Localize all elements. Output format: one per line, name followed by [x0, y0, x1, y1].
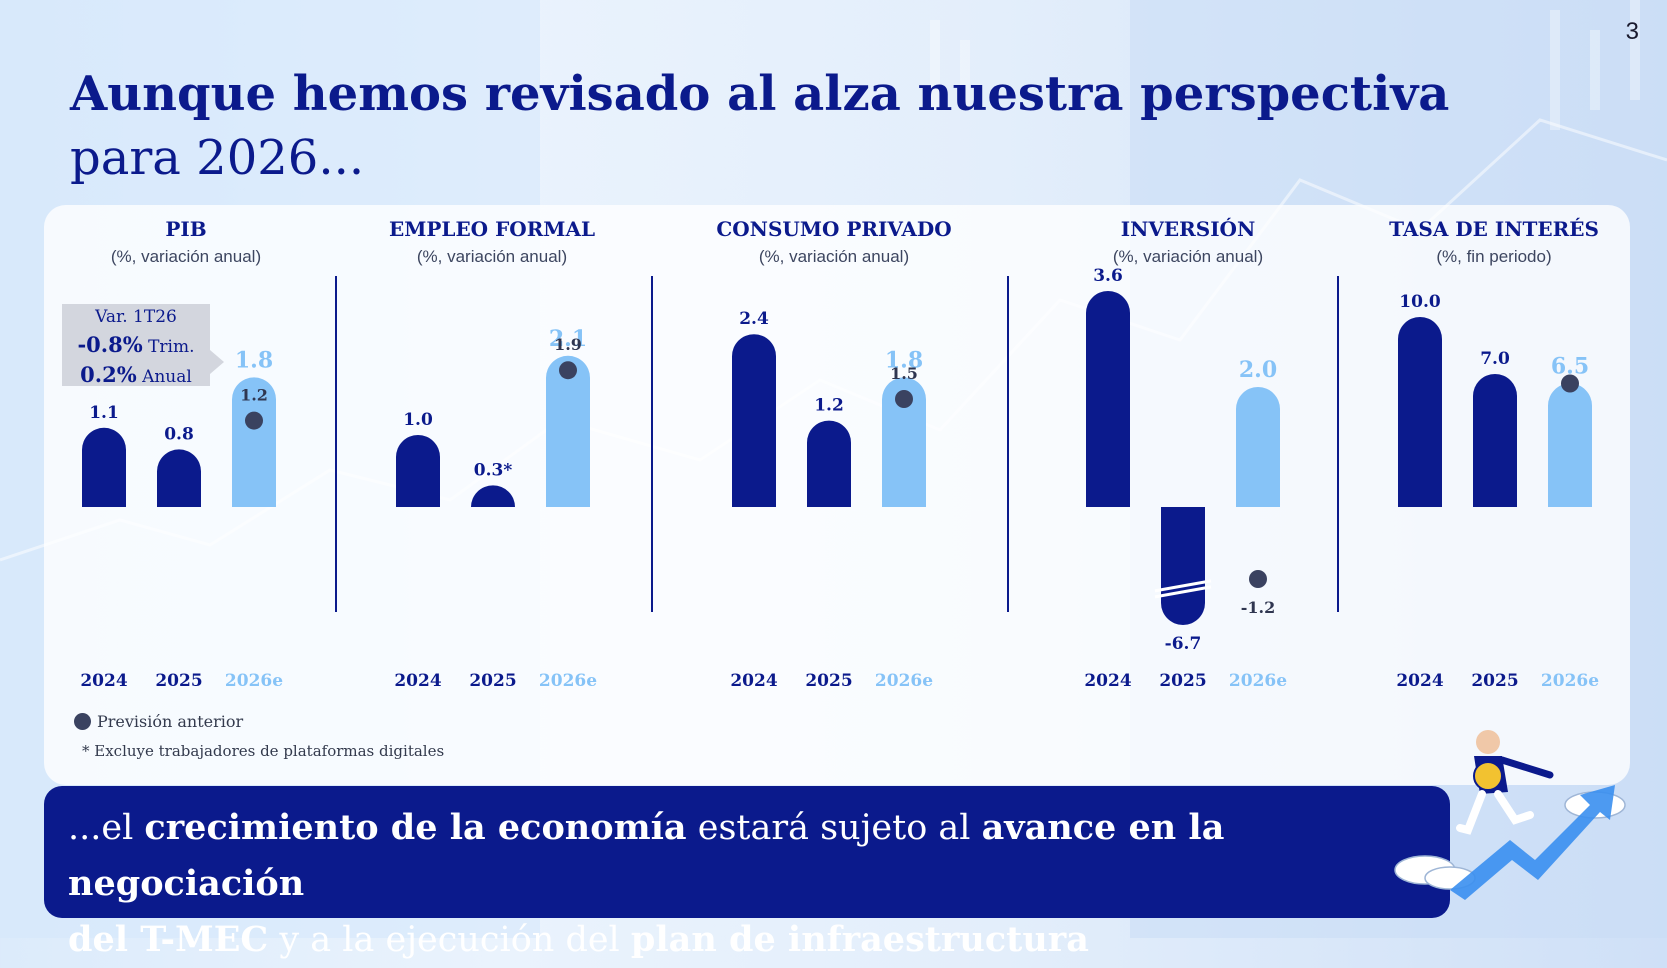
- charts-area: PIB (%, variación anual) 1.1 2024 0.8 2025 1.8…: [80, 216, 1599, 691]
- previous-forecast-dot: [1561, 374, 1579, 393]
- banner-text-2: estará sujeto al: [686, 808, 982, 848]
- banner-text-3: y a la ejecución del: [268, 920, 631, 960]
- tick-label: 2025: [805, 671, 852, 691]
- tick-label: 2024: [80, 671, 127, 691]
- legend: Previsión anterior: [74, 712, 243, 731]
- bar: [882, 377, 926, 507]
- tick-label: 2025: [469, 671, 516, 691]
- tick-label: 2026e: [225, 671, 283, 691]
- legend-label: Previsión anterior: [97, 712, 244, 731]
- data-label: 1.2: [814, 396, 844, 416]
- bar: [232, 377, 276, 507]
- tick-label: 2024: [1084, 671, 1131, 691]
- tick-label: 2024: [1396, 671, 1443, 691]
- previous-forecast-dot-icon: [74, 713, 91, 730]
- chart-title: TASA DE INTERÉS: [1389, 217, 1599, 241]
- callout-line1: Var. 1T26: [95, 307, 177, 327]
- axis-break-mark: [1154, 579, 1212, 593]
- previous-forecast-label: 1.2: [240, 386, 268, 405]
- callout-quarterly-value: -0.8%: [77, 332, 143, 357]
- axis-break-mark: [1154, 585, 1212, 599]
- callout-annual-label: Anual: [136, 367, 192, 387]
- tick-label: 2025: [1159, 671, 1206, 691]
- bar: [157, 449, 201, 507]
- bar: [1086, 291, 1130, 507]
- chart-title: CONSUMO PRIVADO: [716, 217, 951, 241]
- page-title-line1: Aunque hemos revisado al alza nuestra pe…: [70, 66, 1450, 122]
- data-label: 1.8: [885, 347, 923, 373]
- conclusion-banner: ...el crecimiento de la economía estará …: [44, 786, 1450, 960]
- data-label: 0.8: [164, 424, 194, 444]
- data-label: -6.7: [1165, 634, 1202, 654]
- bar: [1398, 317, 1442, 507]
- page-number: 3: [1625, 18, 1639, 45]
- tick-label: 2025: [155, 671, 202, 691]
- data-label: 0.3*: [474, 460, 513, 480]
- bar: [807, 420, 851, 507]
- bar: [396, 435, 440, 507]
- chart-title: PIB: [165, 217, 206, 241]
- person-icon: [1456, 730, 1554, 835]
- previous-forecast-label: -1.2: [1241, 598, 1275, 617]
- bar: [471, 485, 515, 507]
- previous-forecast-label: 1.5: [890, 364, 918, 383]
- banner-bold-1: crecimiento de la economía: [144, 807, 687, 848]
- chart-subtitle: (%, variación anual): [111, 247, 261, 266]
- quarterly-variation-callout: Var. 1T26 -0.8% Trim. 0.2% Anual: [62, 304, 224, 387]
- banner-bold-4: plan de infraestructura: [630, 919, 1089, 960]
- previous-forecast-dot: [1249, 570, 1267, 588]
- chart-title: EMPLEO FORMAL: [389, 217, 595, 241]
- data-label: 2.4: [739, 309, 769, 329]
- callout-annual-value: 0.2%: [80, 362, 137, 387]
- tick-label: 2024: [394, 671, 441, 691]
- previous-forecast-dot: [245, 411, 263, 430]
- data-label: 3.6: [1093, 266, 1123, 286]
- callout-quarterly-label: Trim.: [142, 337, 195, 357]
- chart-subtitle: (%, variación anual): [1113, 247, 1263, 266]
- tick-label: 2026e: [1541, 671, 1599, 691]
- tick-label: 2026e: [1229, 671, 1287, 691]
- data-label: 1.8: [235, 347, 273, 373]
- bar: [1236, 387, 1280, 507]
- tick-label: 2024: [730, 671, 777, 691]
- banner-text-1: ...el: [68, 808, 145, 848]
- chart-subtitle: (%, variación anual): [417, 247, 567, 266]
- bar: [82, 427, 126, 507]
- previous-forecast-dot: [559, 361, 577, 380]
- data-label: 1.0: [403, 410, 433, 430]
- data-label: 2.0: [1239, 357, 1277, 383]
- bar: [1473, 374, 1517, 507]
- tick-label: 2026e: [875, 671, 933, 691]
- bar: [732, 334, 776, 507]
- previous-forecast-dot: [895, 390, 913, 408]
- banner-bold-2: avance en la negociación: [68, 807, 1225, 904]
- bar: [546, 355, 590, 507]
- data-label: 1.1: [89, 403, 119, 423]
- data-label: 10.0: [1399, 292, 1441, 312]
- chart-subtitle: (%, fin periodo): [1436, 247, 1551, 266]
- previous-forecast-label: 1.9: [554, 335, 582, 354]
- footnote: * Excluye trabajadores de plataformas di…: [82, 742, 445, 760]
- tick-label: 2025: [1471, 671, 1518, 691]
- page-title-line2: para 2026...: [70, 130, 365, 186]
- data-label: 2.1: [549, 326, 587, 352]
- banner-bold-3: del T-MEC: [68, 919, 269, 960]
- data-label: 7.0: [1480, 349, 1510, 369]
- chart-title: INVERSIÓN: [1121, 216, 1256, 241]
- tick-label: 2026e: [539, 671, 597, 691]
- arrow-up-icon: [1450, 785, 1615, 900]
- growth-arrow-illustration: [1394, 730, 1626, 900]
- chart-subtitle: (%, variación anual): [759, 247, 909, 266]
- bar: [1548, 383, 1592, 507]
- bar: [1161, 507, 1205, 625]
